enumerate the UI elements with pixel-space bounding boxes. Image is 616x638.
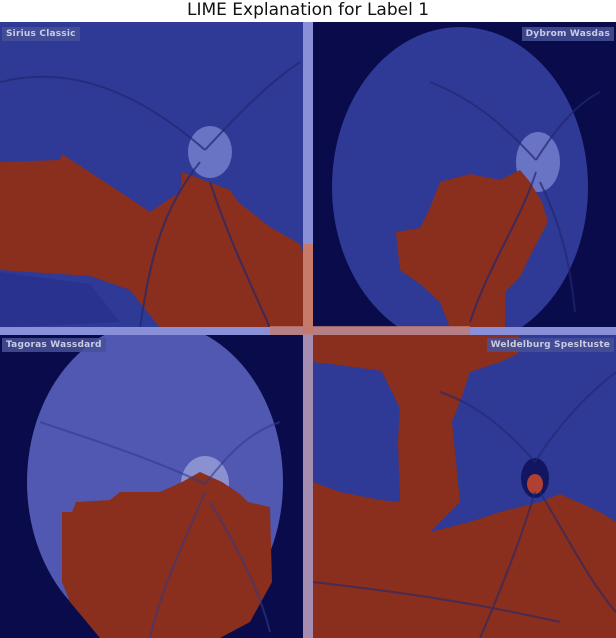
quadrant-label-top-left: Sirius Classic	[2, 27, 80, 41]
quadrant-bottom-right	[313, 334, 616, 638]
quadrant-label-top-right: Dybrom Wasdas	[521, 27, 614, 41]
lime-explanation-image	[0, 22, 616, 638]
quadrant-label-bottom-right: Weldelburg Spesltuste	[486, 338, 614, 352]
quadrant-bottom-left	[0, 334, 303, 638]
quadrant-label-bottom-left: Tagoras Wassdard	[2, 338, 106, 352]
quadrant-top-left	[0, 22, 303, 328]
chart-title: LIME Explanation for Label 1	[186, 0, 430, 20]
quadrant-top-right	[313, 22, 616, 328]
